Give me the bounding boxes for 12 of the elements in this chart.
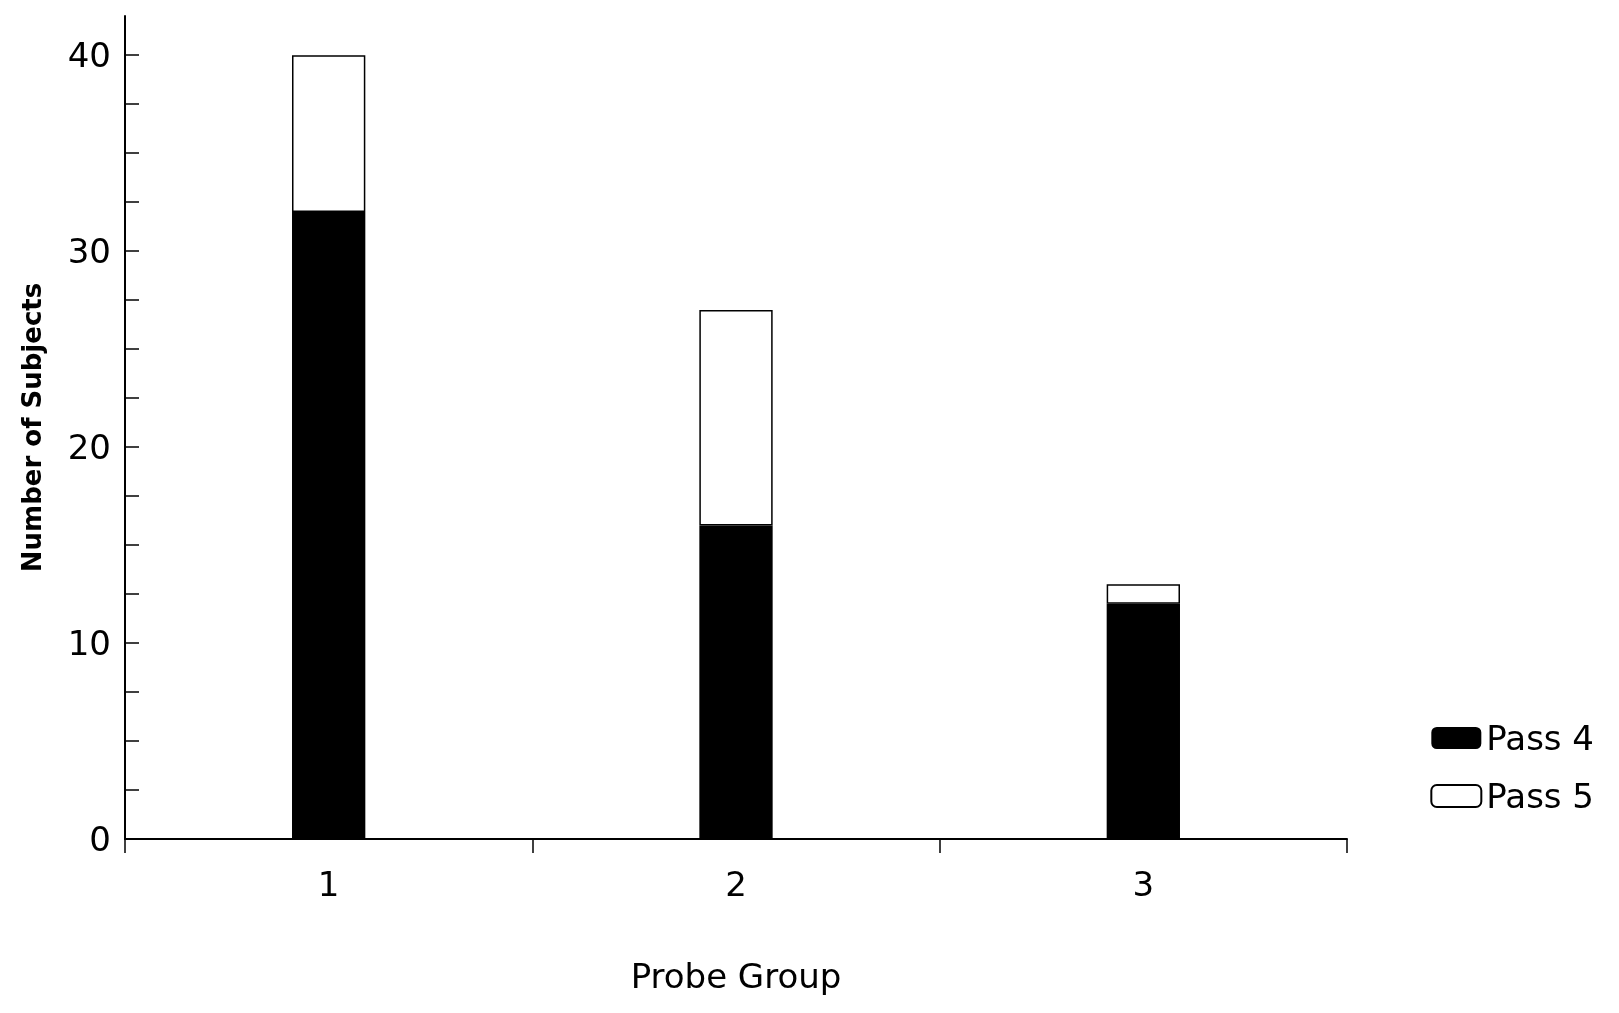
x-tick-label: 2 — [725, 864, 747, 904]
x-tick-label: 1 — [317, 864, 340, 904]
y-tick-label: 0 — [89, 819, 111, 859]
x-axis-title: Probe Group — [630, 956, 842, 996]
x-tick-label: 3 — [1132, 864, 1155, 904]
y-tick-label: 30 — [67, 231, 111, 272]
legend-label: Pass 4 — [1486, 718, 1595, 758]
legend-label: Pass 5 — [1486, 776, 1595, 816]
y-tick-label: 20 — [67, 427, 111, 468]
y-tick-label: 10 — [67, 623, 111, 664]
y-axis-title: Number of Subjects — [17, 282, 47, 573]
y-tick-label: 40 — [67, 35, 111, 76]
